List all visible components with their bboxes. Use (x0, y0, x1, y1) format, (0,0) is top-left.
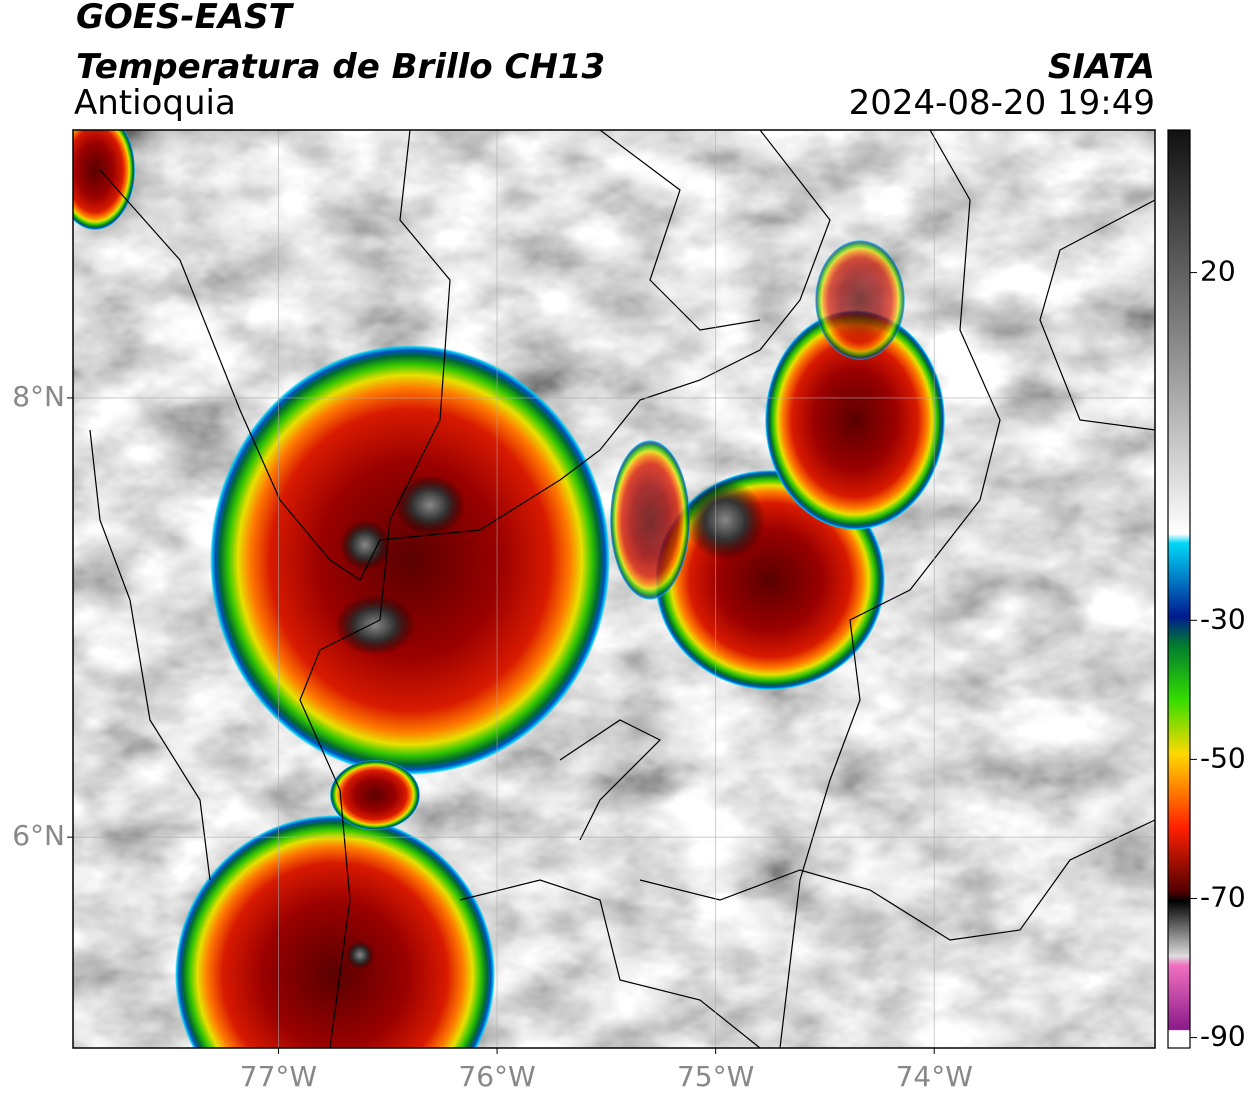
graticule (73, 130, 1155, 1048)
colorbar-tick-label: -50 (1200, 741, 1246, 774)
storm-cell (175, 815, 495, 1048)
x-tick-label: 77°W (240, 1060, 317, 1093)
x-tick-label: 75°W (677, 1060, 754, 1093)
storm-cell (765, 310, 945, 530)
storm-cell (73, 130, 135, 230)
imagery (73, 130, 1155, 1048)
cold-core (685, 480, 765, 560)
region: Antioquia (74, 83, 236, 123)
cold-core (340, 520, 390, 570)
cold-core (395, 475, 465, 535)
storm-cell (610, 440, 690, 600)
storm-cell (210, 345, 610, 775)
storm-cell (330, 760, 420, 830)
datetime: 2024-08-20 19:49 (849, 83, 1155, 123)
colorbar-tick-label: -30 (1200, 602, 1246, 635)
colorbar-tick-label: -90 (1200, 1020, 1246, 1053)
colorbar-tick-label: 20 (1200, 255, 1236, 288)
y-tick-label: 6°N (12, 819, 65, 852)
map-frame (72, 129, 1156, 1049)
source: SIATA (1048, 47, 1155, 87)
x-tick-label: 74°W (896, 1060, 973, 1093)
x-tick-label: 76°W (458, 1060, 535, 1093)
storm-cell (815, 240, 905, 360)
cold-core (346, 941, 374, 969)
borders (89, 130, 1155, 1048)
y-tick-label: 8°N (12, 380, 65, 413)
product: Temperatura de Brillo CH13 (76, 47, 605, 87)
colorbar (1167, 129, 1191, 1049)
satellite: GOES-EAST (76, 0, 295, 37)
cold-core (335, 595, 415, 655)
colorbar-tick-label: -70 (1200, 880, 1246, 913)
